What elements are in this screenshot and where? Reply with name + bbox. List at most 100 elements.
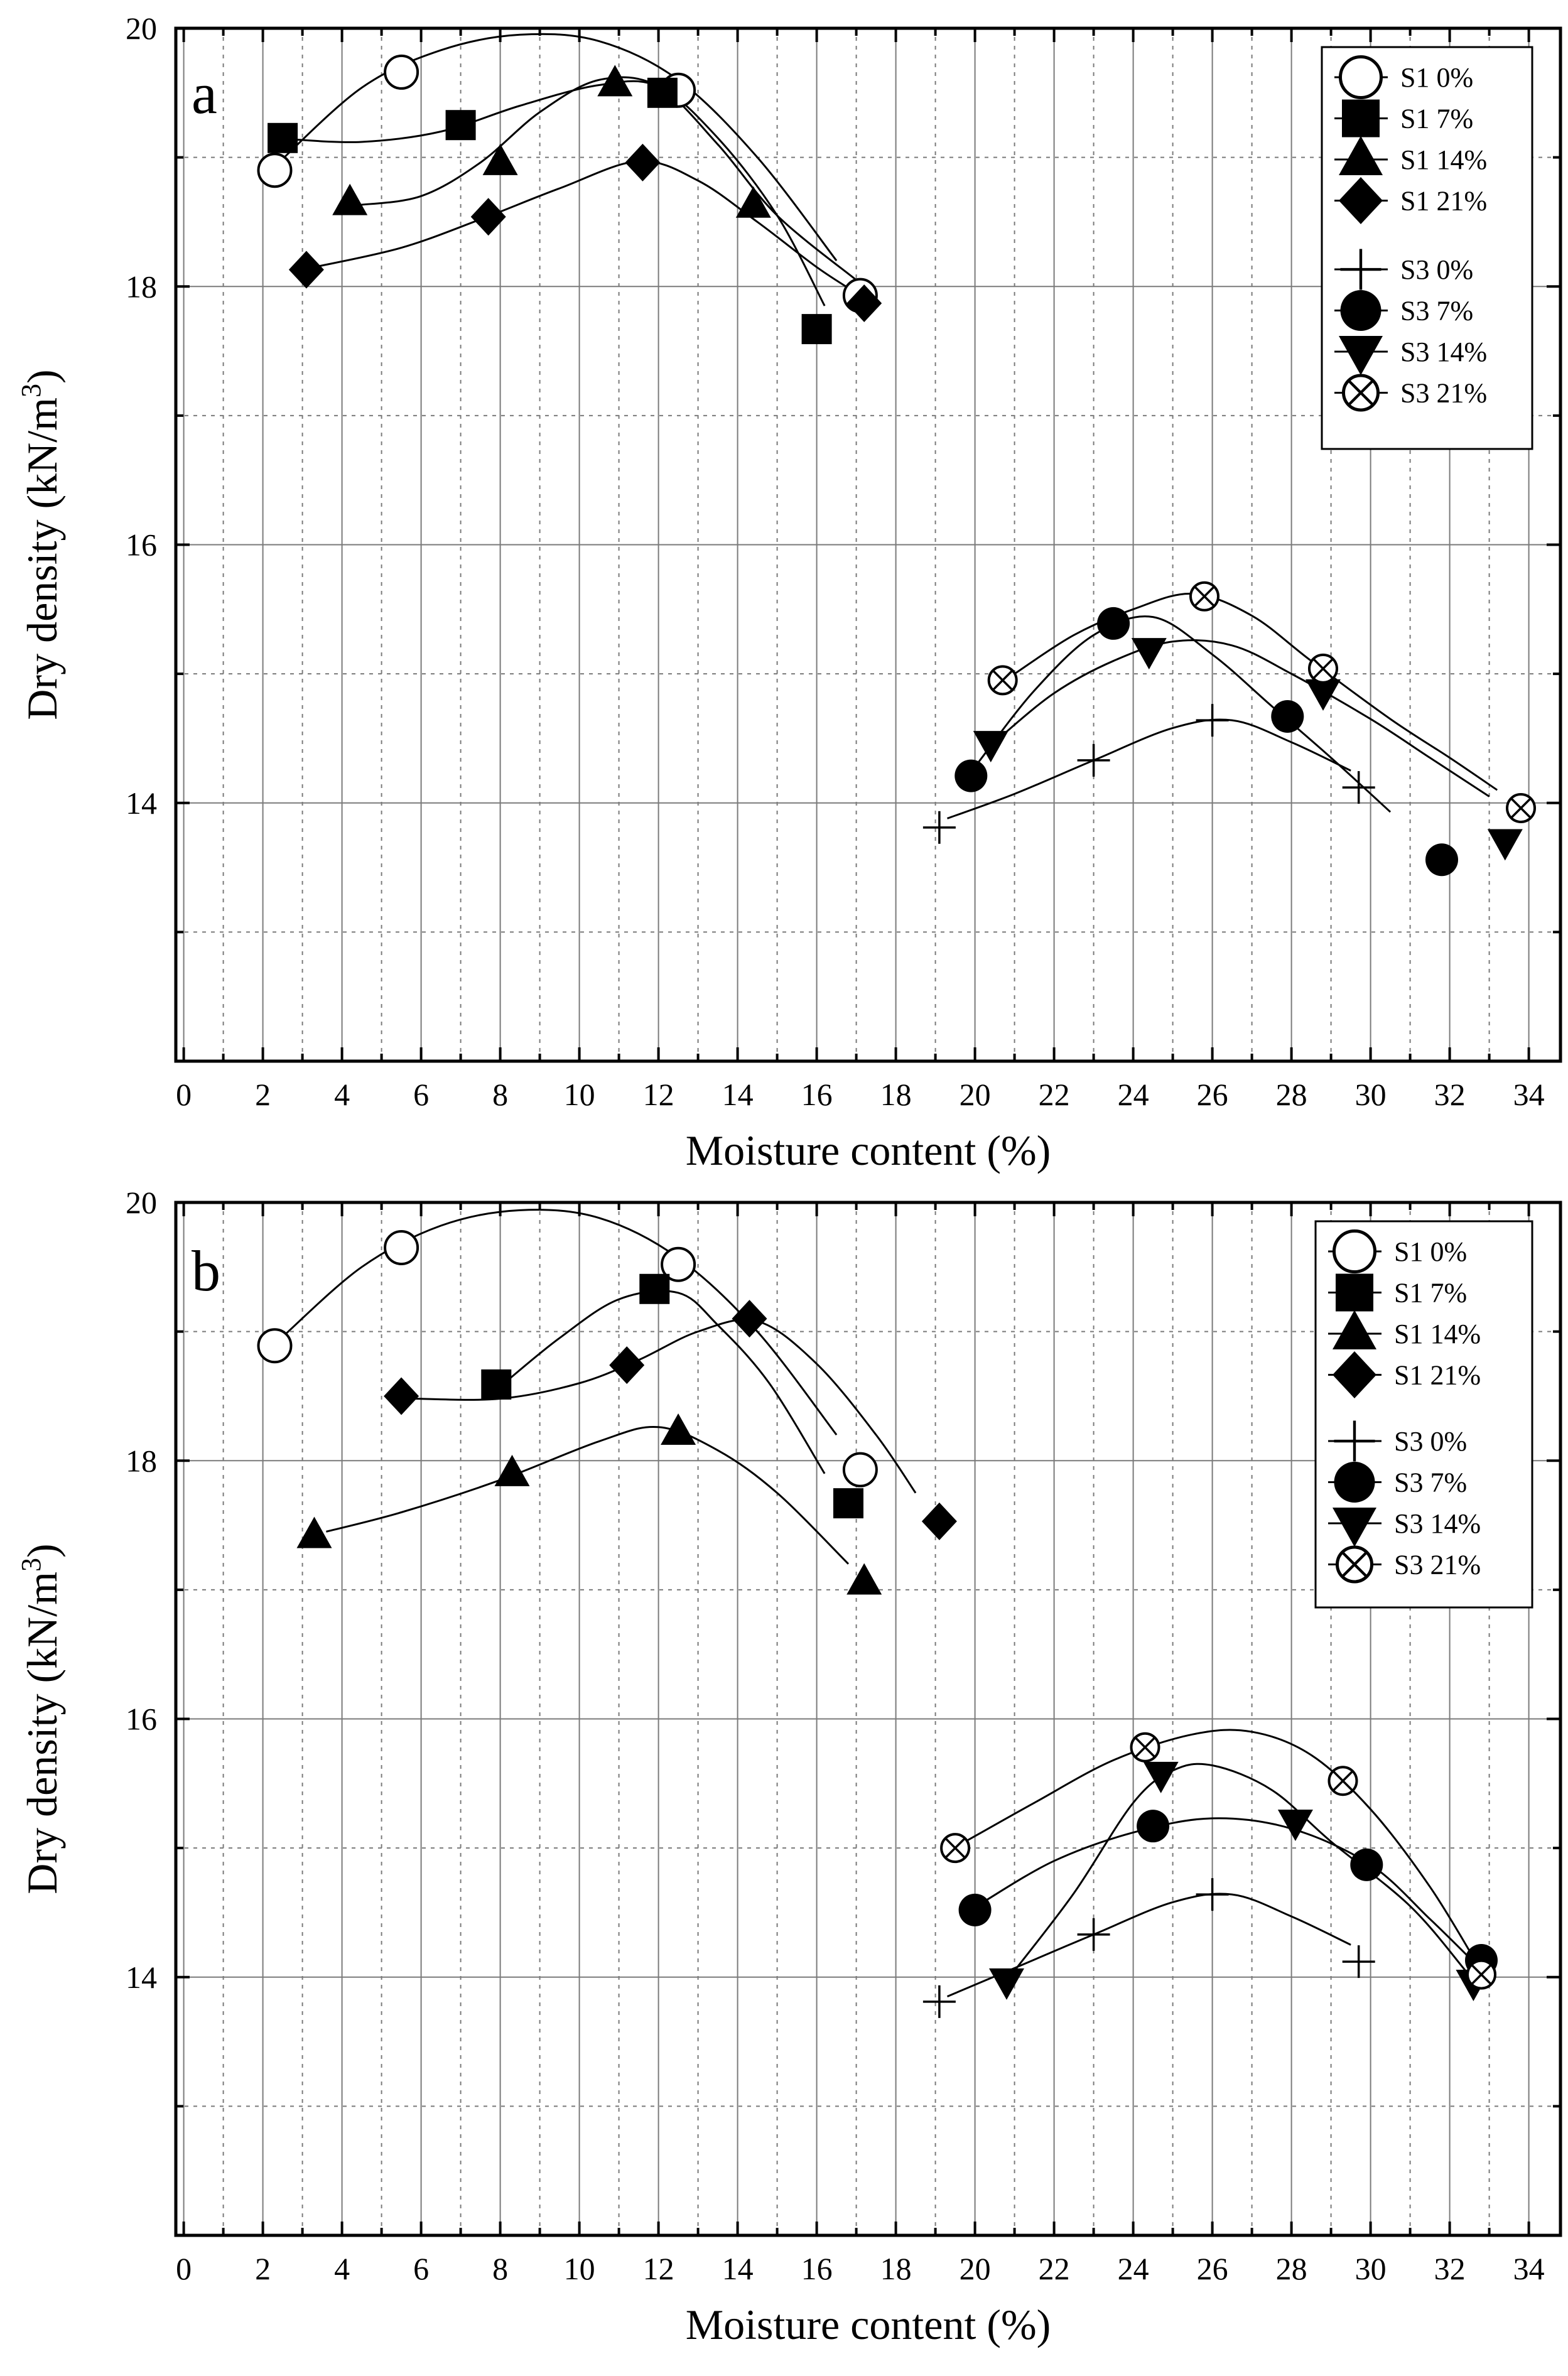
data-point: [296, 1516, 332, 1548]
fit-curve: [946, 1893, 1351, 1997]
legend-marker: [1334, 1420, 1375, 1462]
data-point: [257, 1328, 293, 1364]
data-point: [1077, 1918, 1110, 1951]
legend-marker: [1339, 336, 1383, 375]
x-tick-label: 26: [1197, 2251, 1228, 2286]
x-tick-label: 2: [255, 2251, 271, 2286]
legend-marker-shape: [1342, 99, 1380, 138]
y-tick-label: 16: [126, 1702, 157, 1737]
legend-label: S1 21%: [1400, 186, 1487, 217]
legend-item: S1 7%: [1334, 99, 1473, 138]
legend-label: S3 14%: [1400, 337, 1487, 367]
y-tick-label: 18: [126, 269, 157, 304]
x-axis-title: Moisture content (%): [686, 1126, 1051, 1174]
y-axis-title: Dry density (kN/m3): [16, 1543, 66, 1894]
y-tick-label: 18: [126, 1443, 157, 1478]
y-tick-label: 20: [126, 1185, 157, 1220]
legend-marker: [1339, 55, 1383, 99]
fit-curve: [290, 80, 826, 306]
x-tick-label: 0: [176, 2251, 192, 2286]
data-point: [481, 1369, 512, 1400]
legend-marker: [1342, 99, 1380, 138]
data-points: [257, 54, 1536, 877]
fitted-curves: [278, 33, 1498, 819]
fit-curve: [413, 1319, 917, 1494]
legend-label: S1 7%: [1400, 104, 1473, 134]
data-point: [940, 1833, 971, 1864]
legend-marker: [1333, 1310, 1376, 1349]
legend-item: S3 21%: [1334, 374, 1487, 412]
x-tick-label: 14: [722, 2251, 754, 2286]
data-points: [257, 1229, 1498, 2018]
x-tick-label: 10: [564, 1077, 595, 1112]
data-point: [1097, 607, 1130, 640]
data-point: [1506, 792, 1536, 823]
x-tick-label: 6: [413, 2251, 429, 2286]
x-tick-label: 12: [643, 2251, 674, 2286]
legend-marker: [1336, 1273, 1373, 1312]
legend-label: S1 14%: [1394, 1319, 1481, 1349]
legend-item: S3 7%: [1328, 1462, 1467, 1503]
x-tick-label: 10: [564, 2251, 595, 2286]
legend-marker-shape: [1333, 1351, 1376, 1398]
data-point: [921, 1502, 957, 1540]
fit-curve: [1014, 593, 1498, 791]
legend-marker-shape: [1339, 136, 1383, 175]
fit-curve: [946, 718, 1351, 819]
legend-item: S1 7%: [1328, 1273, 1467, 1312]
data-point: [958, 1893, 992, 1926]
legend-marker-shape: [1340, 249, 1381, 290]
data-point: [1277, 1810, 1313, 1841]
data-point: [922, 1985, 956, 2018]
legend-marker-shape: [1339, 55, 1383, 99]
data-point: [625, 143, 661, 181]
data-point: [597, 65, 633, 97]
legend-marker-shape: [1334, 1462, 1375, 1503]
legend-marker-shape: [1340, 290, 1381, 331]
legend-item: S3 7%: [1334, 290, 1473, 331]
data-point: [1196, 704, 1229, 737]
legend-label: S3 0%: [1400, 254, 1473, 285]
x-tick-label: 24: [1118, 2251, 1149, 2286]
legend-marker-shape: [1333, 1508, 1376, 1547]
x-tick-label: 20: [960, 2251, 991, 2286]
legend-item: S3 14%: [1328, 1508, 1481, 1547]
fit-curve: [1014, 1763, 1466, 1972]
legend-item: S3 21%: [1328, 1545, 1481, 1584]
data-point: [1131, 638, 1167, 670]
x-tick-label: 34: [1513, 1077, 1545, 1112]
y-tick-label: 16: [126, 527, 157, 563]
y-tick-label: 14: [126, 1960, 157, 1995]
x-tick-label: 16: [801, 1077, 833, 1112]
legend-item: S1 21%: [1334, 177, 1487, 224]
x-tick-label: 22: [1039, 2251, 1070, 2286]
x-tick-label: 6: [413, 1077, 429, 1112]
legend-label: S3 21%: [1394, 1550, 1481, 1580]
legend-marker: [1339, 136, 1383, 175]
legend-marker-shape: [1336, 1273, 1373, 1312]
x-tick-label: 18: [880, 2251, 912, 2286]
fit-curve: [503, 1290, 826, 1474]
x-tick-label: 18: [880, 1077, 912, 1112]
data-point: [661, 1246, 696, 1282]
data-point: [661, 1413, 696, 1445]
data-point: [384, 54, 419, 90]
fit-curve: [982, 1817, 1471, 1958]
legend-label: S1 21%: [1394, 1360, 1481, 1391]
data-point: [842, 1452, 878, 1488]
grid: [176, 1202, 1560, 2235]
legend-label: S3 14%: [1394, 1508, 1481, 1539]
x-tick-label: 22: [1039, 1077, 1070, 1112]
x-tick-label: 4: [334, 1077, 350, 1112]
data-point: [1350, 1848, 1383, 1881]
fit-curve: [314, 160, 857, 294]
data-point: [954, 759, 988, 792]
data-point: [1306, 679, 1341, 711]
data-point: [732, 1300, 767, 1338]
legend: S1 0% S1 7% S1 14% S1 21% S3 0% S3 7% S3 14% S3…: [1314, 1220, 1533, 1609]
legend-marker-shape: [1342, 374, 1380, 412]
legend-item: S1 0%: [1328, 1229, 1467, 1273]
data-point: [1308, 653, 1338, 684]
x-tick-label: 32: [1434, 2251, 1466, 2286]
legend: S1 0% S1 7% S1 14% S1 21% S3 0% S3 7% S3 14% S3…: [1321, 46, 1533, 450]
